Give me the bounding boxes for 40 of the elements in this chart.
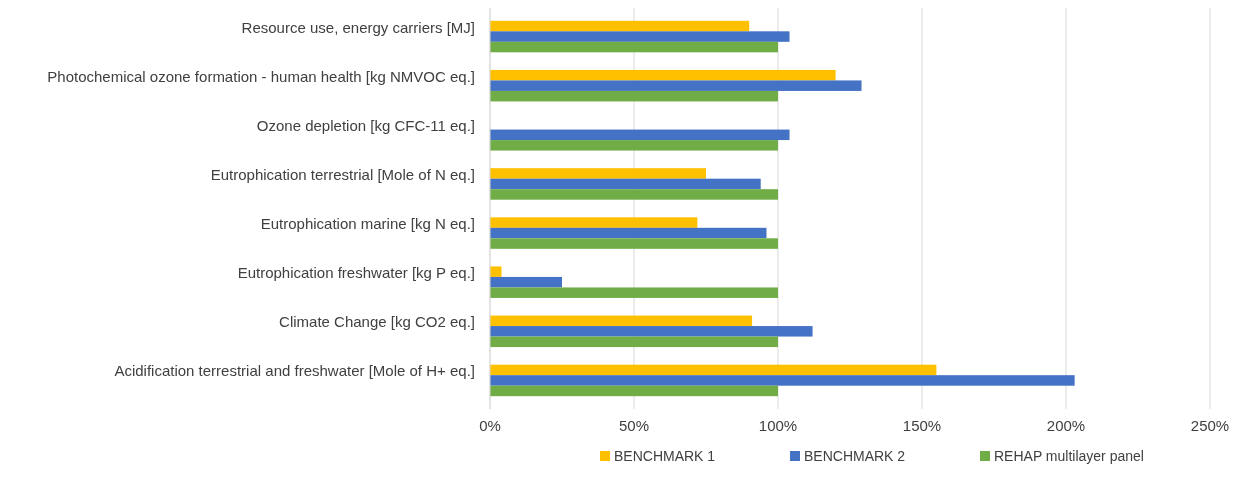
bar — [490, 315, 753, 327]
bar — [490, 287, 778, 298]
bar — [490, 217, 698, 228]
bar — [490, 238, 778, 249]
bar — [490, 266, 502, 277]
y-tick-label: Eutrophication terrestrial [Mole of N eq.] — [210, 165, 475, 183]
bar — [490, 90, 778, 102]
bar — [490, 189, 778, 200]
bar — [490, 326, 813, 337]
x-tick-label: 0% — [479, 417, 501, 434]
bar — [490, 375, 1075, 386]
x-tick-label: 200% — [1046, 417, 1086, 434]
legend-label: BENCHMARK 1 — [614, 448, 716, 464]
x-tick-label: 150% — [902, 417, 942, 434]
y-tick-label: Resource use, energy carriers [MJ] — [241, 18, 475, 36]
bar — [490, 364, 937, 376]
y-tick-label: Photochemical ozone formation - human health [kg NMVOC eq.] — [47, 67, 475, 85]
bar — [490, 276, 562, 288]
y-tick-label: Eutrophication marine [kg N eq.] — [260, 215, 475, 233]
x-tick-label: 50% — [618, 417, 650, 434]
bar — [490, 41, 778, 53]
bar — [490, 31, 790, 42]
bar — [490, 69, 836, 81]
y-tick-label: Climate Change [kg CO2 eq.] — [279, 313, 475, 331]
bar — [490, 20, 750, 32]
bar — [490, 385, 778, 397]
x-tick-label: 250% — [1190, 417, 1230, 434]
y-tick-label: Acidification terrestrial and freshwater [Mole of H+ eq.] — [114, 362, 475, 380]
bar — [490, 168, 706, 179]
legend-label: REHAP multilayer panel — [994, 448, 1144, 464]
bar — [490, 336, 778, 348]
y-tick-label: Ozone depletion [kg CFC-11 eq.] — [256, 116, 475, 134]
y-tick-label: Eutrophication freshwater [kg P eq.] — [237, 264, 475, 282]
bar — [490, 80, 862, 91]
x-tick-label: 100% — [758, 417, 798, 434]
bar — [490, 178, 761, 190]
bar — [490, 140, 778, 151]
bar — [490, 227, 767, 239]
legend-label: BENCHMARK 2 — [804, 448, 906, 464]
bar — [490, 129, 790, 141]
